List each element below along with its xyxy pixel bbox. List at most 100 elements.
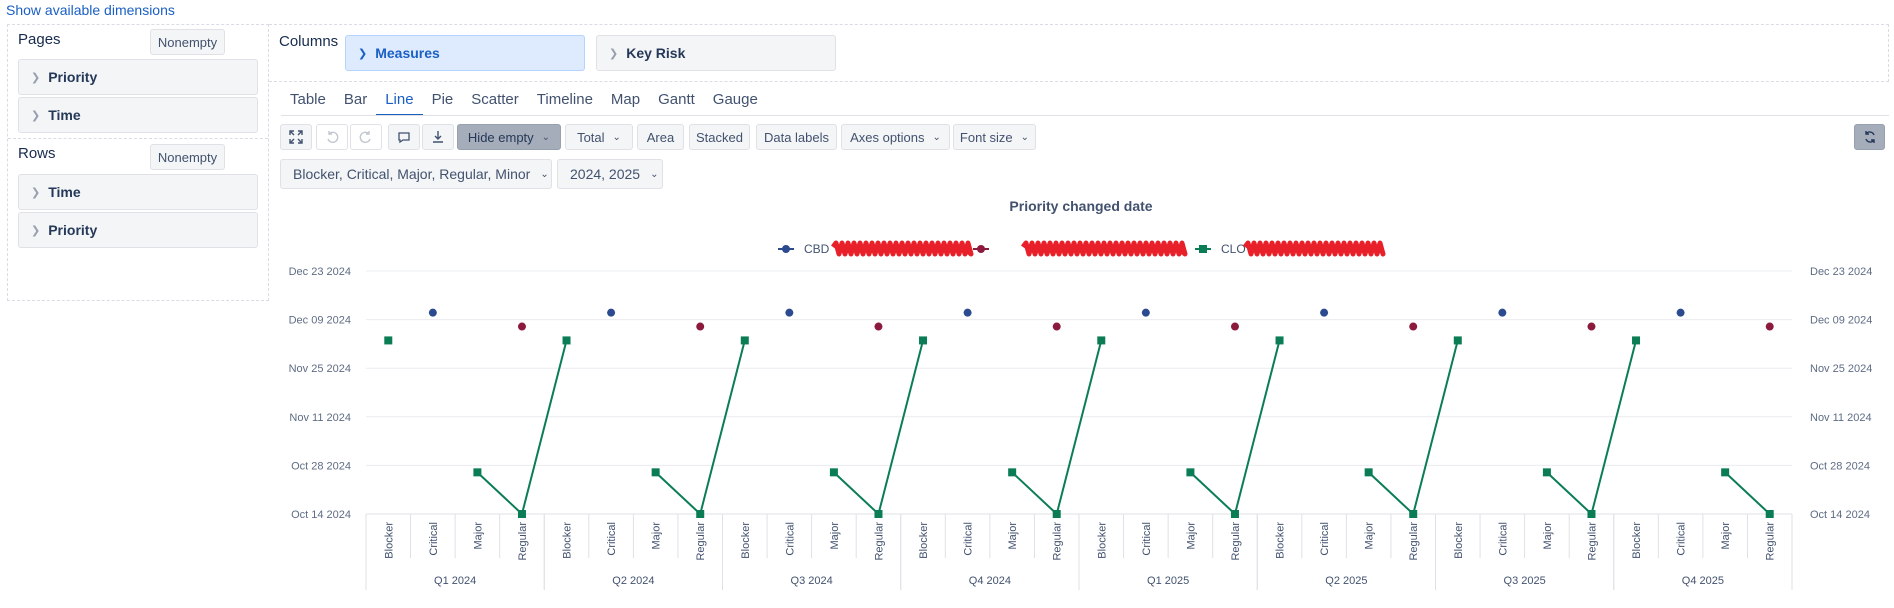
data-labels-button[interactable]: Data labels [756,124,837,150]
data-point-circle[interactable] [874,322,883,331]
tab-gauge[interactable]: Gauge [712,91,758,108]
rows-item-time[interactable]: ❯ Time [18,174,258,210]
data-point-square[interactable] [1364,468,1373,477]
data-point-circle[interactable] [607,308,616,317]
series-line-segment [1590,340,1637,515]
data-point-square[interactable] [517,510,526,518]
total-dropdown[interactable]: Total ⌄ [565,124,633,150]
expand-icon [289,130,303,144]
data-point-circle[interactable] [1320,308,1329,317]
column-chip-label: Measures [375,45,440,61]
x-category-label: Major [1364,522,1376,550]
data-point-circle[interactable] [963,308,972,317]
stacked-button[interactable]: Stacked [689,124,750,150]
comment-icon [398,132,410,144]
x-group-label: Q3 2025 [1504,575,1546,587]
tab-timeline[interactable]: Timeline [536,91,593,108]
tab-gantt[interactable]: Gantt [658,91,695,108]
data-point-square[interactable] [1587,510,1596,518]
columns-panel: Columns ❯ Measures ❯ Key Risk [269,24,1889,82]
data-point-square[interactable] [1186,468,1195,477]
data-point-circle[interactable] [517,322,526,331]
data-point-square[interactable] [1765,510,1774,518]
tab-map[interactable]: Map [610,91,641,108]
tab-bar[interactable]: Bar [343,91,368,108]
tab-pie[interactable]: Pie [431,91,454,108]
hide-empty-dropdown[interactable]: Hide empty ⌄ [457,124,561,150]
data-point-circle[interactable] [1587,322,1596,331]
data-point-circle[interactable] [1765,322,1774,331]
download-button[interactable] [422,124,454,150]
time-filter-value: 2024, 2025 [570,166,641,182]
legend-marker-circle [782,245,790,253]
data-point-circle[interactable] [1676,308,1685,317]
redaction-bar [1027,246,1178,252]
chart-axes: Oct 14 2024 Oct 14 2024 Oct 28 2024 Oct 28 … [289,266,1872,590]
rows-item-priority[interactable]: ❯ Priority [18,212,258,248]
chevron-right-icon: ❯ [31,109,41,122]
data-point-square[interactable] [1275,336,1284,345]
data-point-square[interactable] [829,468,838,477]
tab-table[interactable]: Table [290,91,326,108]
pages-item-priority[interactable]: ❯ Priority [18,59,258,95]
comment-button[interactable] [388,124,420,150]
series-line-segment [877,340,924,515]
data-point-square[interactable] [473,468,482,477]
data-point-circle[interactable] [1141,308,1150,317]
y-tick-label-right: Nov 11 2024 [1810,412,1872,424]
rows-nonempty-button[interactable]: Nonempty [150,144,225,170]
data-point-square[interactable] [651,468,660,477]
data-point-circle[interactable] [428,308,437,317]
x-category-label: Critical [1141,522,1153,556]
x-category-label: Regular [1586,522,1598,561]
priority-filter-dropdown[interactable]: Blocker, Critical, Major, Regular, Minor… [280,159,552,189]
area-button[interactable]: Area [637,124,684,150]
data-point-circle[interactable] [1230,322,1239,331]
data-point-square[interactable] [1632,336,1641,345]
chart-legend: CBD CLO [778,240,1386,257]
series-line-segment [699,340,746,515]
fullscreen-button[interactable] [280,124,312,150]
font-size-dropdown[interactable]: Font size ⌄ [953,124,1036,150]
data-point-square[interactable] [1453,336,1462,345]
redo-button[interactable] [350,124,382,150]
data-point-square[interactable] [1542,468,1551,477]
x-category-label: Blocker [562,522,574,559]
rows-item-label: Time [48,184,81,200]
data-point-square[interactable] [696,510,705,518]
data-point-circle[interactable] [1409,322,1418,331]
show-dimensions-link[interactable]: Show available dimensions [6,2,175,20]
data-point-square[interactable] [1721,468,1730,477]
column-chip-key-risk[interactable]: ❯ Key Risk [596,35,836,71]
legend-label[interactable]: CBD [804,242,830,256]
data-point-square[interactable] [1052,510,1061,518]
data-point-square[interactable] [919,336,928,345]
data-point-square[interactable] [1409,510,1418,518]
data-point-square[interactable] [562,336,571,345]
refresh-button[interactable] [1854,124,1885,150]
data-point-square[interactable] [384,336,393,345]
y-tick-label-left: Dec 09 2024 [289,315,351,327]
time-filter-dropdown[interactable]: 2024, 2025 ⌄ [557,159,663,189]
download-icon [433,131,443,143]
data-point-square[interactable] [1097,336,1106,345]
undo-button[interactable] [316,124,348,150]
legend-label[interactable]: CLO [1221,242,1246,256]
data-point-circle[interactable] [1052,322,1061,331]
data-point-circle[interactable] [1498,308,1507,317]
data-point-square[interactable] [1230,510,1239,518]
data-point-square[interactable] [740,336,749,345]
tab-scatter[interactable]: Scatter [471,91,519,108]
pages-item-time[interactable]: ❯ Time [18,97,258,133]
column-chip-measures[interactable]: ❯ Measures [345,35,585,71]
data-point-square[interactable] [1008,468,1017,477]
show-dimensions-label[interactable]: Show available dimensions [6,2,175,18]
tab-line[interactable]: Line [376,90,423,116]
redaction-scribble [1021,240,1188,257]
data-point-square[interactable] [874,510,883,518]
pages-nonempty-button[interactable]: Nonempty [150,29,225,55]
pages-item-label: Priority [48,69,98,85]
data-point-circle[interactable] [785,308,794,317]
axes-options-dropdown[interactable]: Axes options ⌄ [841,124,950,150]
data-point-circle[interactable] [696,322,705,331]
